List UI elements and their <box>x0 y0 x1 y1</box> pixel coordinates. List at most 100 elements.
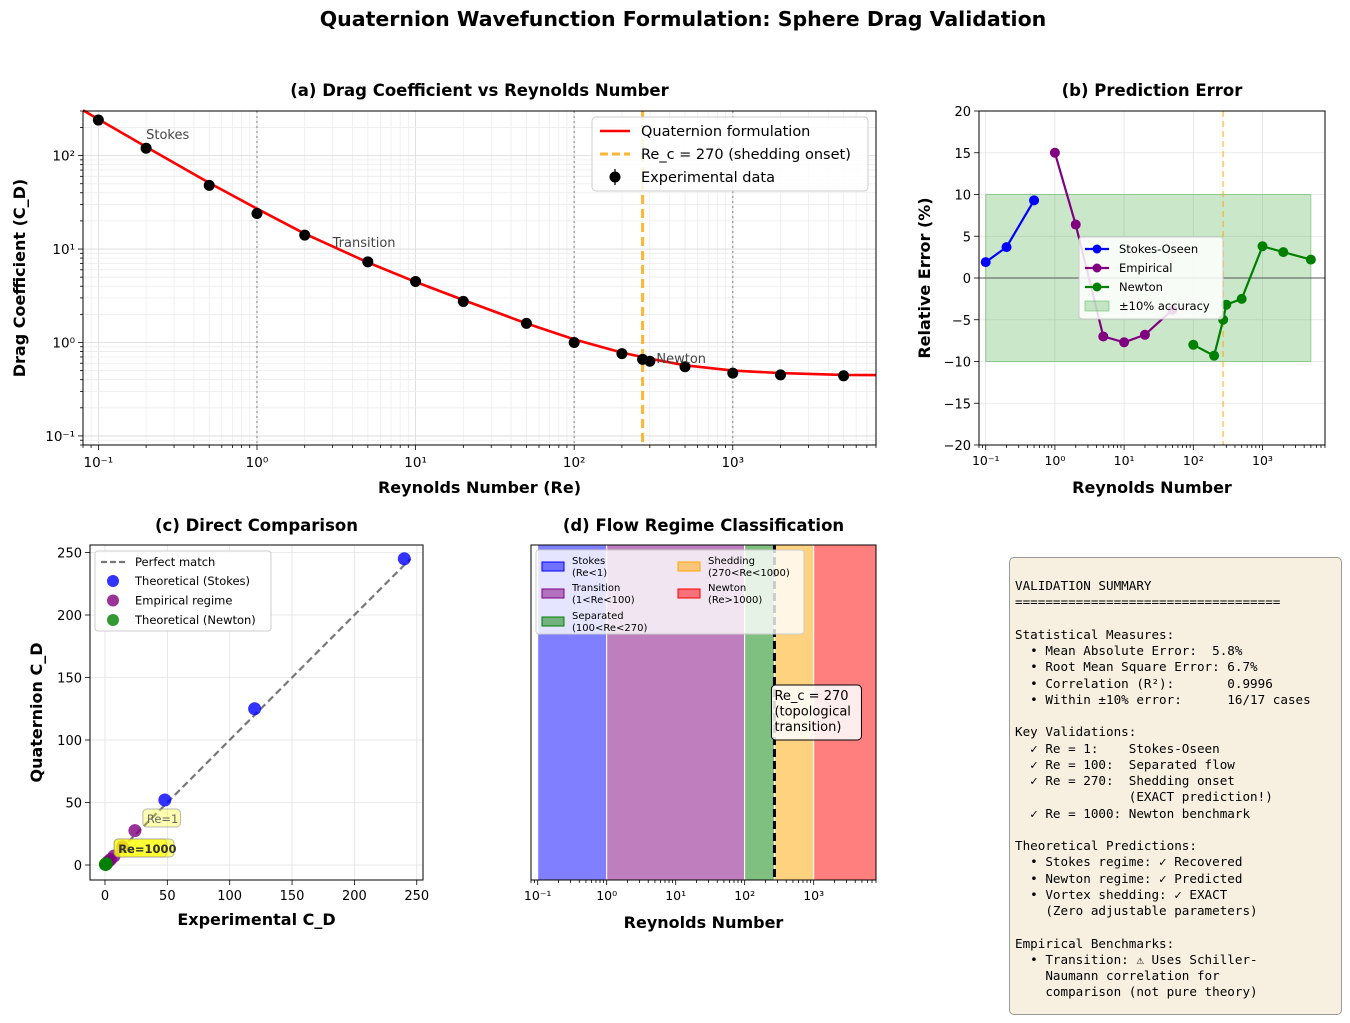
x-tick-label: 10² <box>1183 453 1204 468</box>
legend-label: (270<Re<1000) <box>708 568 790 579</box>
plot-frame <box>82 110 877 446</box>
legend-label: Theoretical (Newton) <box>134 613 256 627</box>
legend-swatch <box>677 588 701 599</box>
x-tick-label: 10¹ <box>1114 453 1135 468</box>
x-tick-label: 0 <box>101 889 109 904</box>
data-point <box>410 275 422 287</box>
panel-c-title: (c) Direct Comparison <box>155 516 358 535</box>
error-point <box>980 257 991 268</box>
y-tick-label: 250 <box>57 547 82 562</box>
error-point <box>1029 195 1040 206</box>
y-axis-label: Drag Coefficient (C_D) <box>10 179 29 378</box>
data-point <box>616 348 628 360</box>
x-axis-label: Reynolds Number <box>1072 478 1232 497</box>
y-tick-label: 10¹ <box>52 242 75 258</box>
legend-label: Re_c = 270 (shedding onset) <box>641 147 851 163</box>
data-point <box>362 256 374 268</box>
panel-a-title: (a) Drag Coefficient vs Reynolds Number <box>290 81 669 100</box>
figure-title: Quaternion Wavefunction Formulation: Sph… <box>320 7 1047 31</box>
panel-d: 10⁻¹ 10⁰ 10¹ 10² 10³ Re_c = 270(topologicaltr… <box>524 516 877 932</box>
critical-label: (topological <box>774 705 850 720</box>
legend-swatch <box>609 171 621 183</box>
y-tick-label: 15 <box>954 147 971 162</box>
legend-swatch <box>541 616 565 627</box>
data-point <box>203 179 215 191</box>
data-point <box>299 229 311 241</box>
x-tick-label: 50 <box>159 889 176 904</box>
error-point <box>1278 247 1289 258</box>
x-tick-label: 10² <box>563 455 586 471</box>
critical-label-box <box>770 684 862 741</box>
x-tick-label: 100 <box>217 889 242 904</box>
y-tick-label: 100 <box>57 734 82 749</box>
scatter-point <box>397 552 411 566</box>
error-point <box>1119 337 1130 348</box>
y-axis-label: Relative Error (%) <box>915 197 934 358</box>
panel-b: 10⁻¹ 10⁰ 10¹ 10² 10³ −20 −15 −10 −5 0 5 10 15 20 (b) P… <box>915 81 1326 497</box>
legend-label: Stokes-Oseen <box>1119 242 1198 256</box>
data-point <box>251 208 263 220</box>
legend-swatch <box>1092 244 1102 254</box>
legend-swatch <box>1092 282 1102 292</box>
legend-label: ±10% accuracy <box>1119 299 1210 313</box>
x-axis-label: Reynolds Number (Re) <box>378 478 581 497</box>
y-tick-label: 0 <box>963 272 971 287</box>
legend-label: Separated <box>572 611 624 622</box>
plot-frame <box>530 544 877 881</box>
x-tick-label: 10¹ <box>404 455 427 471</box>
legend-swatch <box>541 561 565 572</box>
scatter-point <box>99 857 113 871</box>
legend-swatch <box>107 614 119 626</box>
x-tick-label: 10⁻¹ <box>972 453 1000 468</box>
x-tick-label: 10³ <box>1252 453 1273 468</box>
error-point <box>1001 242 1012 253</box>
data-point <box>644 355 656 367</box>
regime-annotation: Transition <box>332 236 396 251</box>
x-tick-label: 10³ <box>803 888 824 903</box>
error-point <box>1236 293 1247 304</box>
regime-annotation: Newton <box>656 352 706 367</box>
legend-swatch <box>107 575 119 587</box>
error-point <box>1070 219 1081 230</box>
x-tick-label: 10⁰ <box>1044 453 1065 468</box>
panel-a: 10⁻¹ 10⁰ 10¹ 10² 10³ 10⁻¹ 10⁰ 10¹ 10² Stokes Trans… <box>10 81 877 497</box>
point-annotation: Re=1 <box>147 812 179 826</box>
data-point <box>727 367 739 379</box>
legend-label: (Re<1) <box>572 568 607 579</box>
scatter-point <box>248 702 262 716</box>
legend-label: Quaternion formulation <box>641 124 810 140</box>
y-tick-label: −20 <box>944 439 971 454</box>
error-series-line <box>1053 152 1174 344</box>
x-tick-label: 150 <box>280 889 305 904</box>
y-tick-label: 20 <box>954 105 971 120</box>
perfect-match-line <box>104 557 412 866</box>
scatter-point <box>128 824 142 838</box>
error-point <box>1098 331 1109 342</box>
error-point <box>1305 254 1316 265</box>
y-tick-label: 50 <box>65 797 82 812</box>
plot-frame <box>89 544 424 881</box>
legend-label: Empirical regime <box>135 594 232 608</box>
critical-label: Re_c = 270 <box>774 689 848 704</box>
panel-d-title: (d) Flow Regime Classification <box>563 516 844 535</box>
data-point <box>92 114 104 126</box>
panel-c: 0 0 50 50 100 100 150 150 200 200 250 250 Re=1 Re=100… <box>27 516 429 929</box>
x-tick-label: 10⁰ <box>246 455 269 471</box>
y-tick-label: 200 <box>57 609 82 624</box>
x-tick-label: 200 <box>342 889 367 904</box>
y-tick-label: −10 <box>944 356 971 371</box>
legend-swatch <box>677 561 701 572</box>
y-axis-label: Quaternion C_D <box>27 642 46 782</box>
legend-label: (Re>1000) <box>708 595 762 606</box>
legend-label: (100<Re<270) <box>572 623 647 634</box>
error-point <box>1257 241 1268 252</box>
legend-box <box>94 550 272 632</box>
data-point <box>838 370 850 382</box>
x-tick-label: 250 <box>404 889 429 904</box>
point-annotation: Re=1000 <box>118 842 176 856</box>
data-point <box>775 369 787 381</box>
y-tick-label: 150 <box>57 672 82 687</box>
y-tick-label: −5 <box>952 314 971 329</box>
panel-b-title: (b) Prediction Error <box>1062 81 1244 100</box>
